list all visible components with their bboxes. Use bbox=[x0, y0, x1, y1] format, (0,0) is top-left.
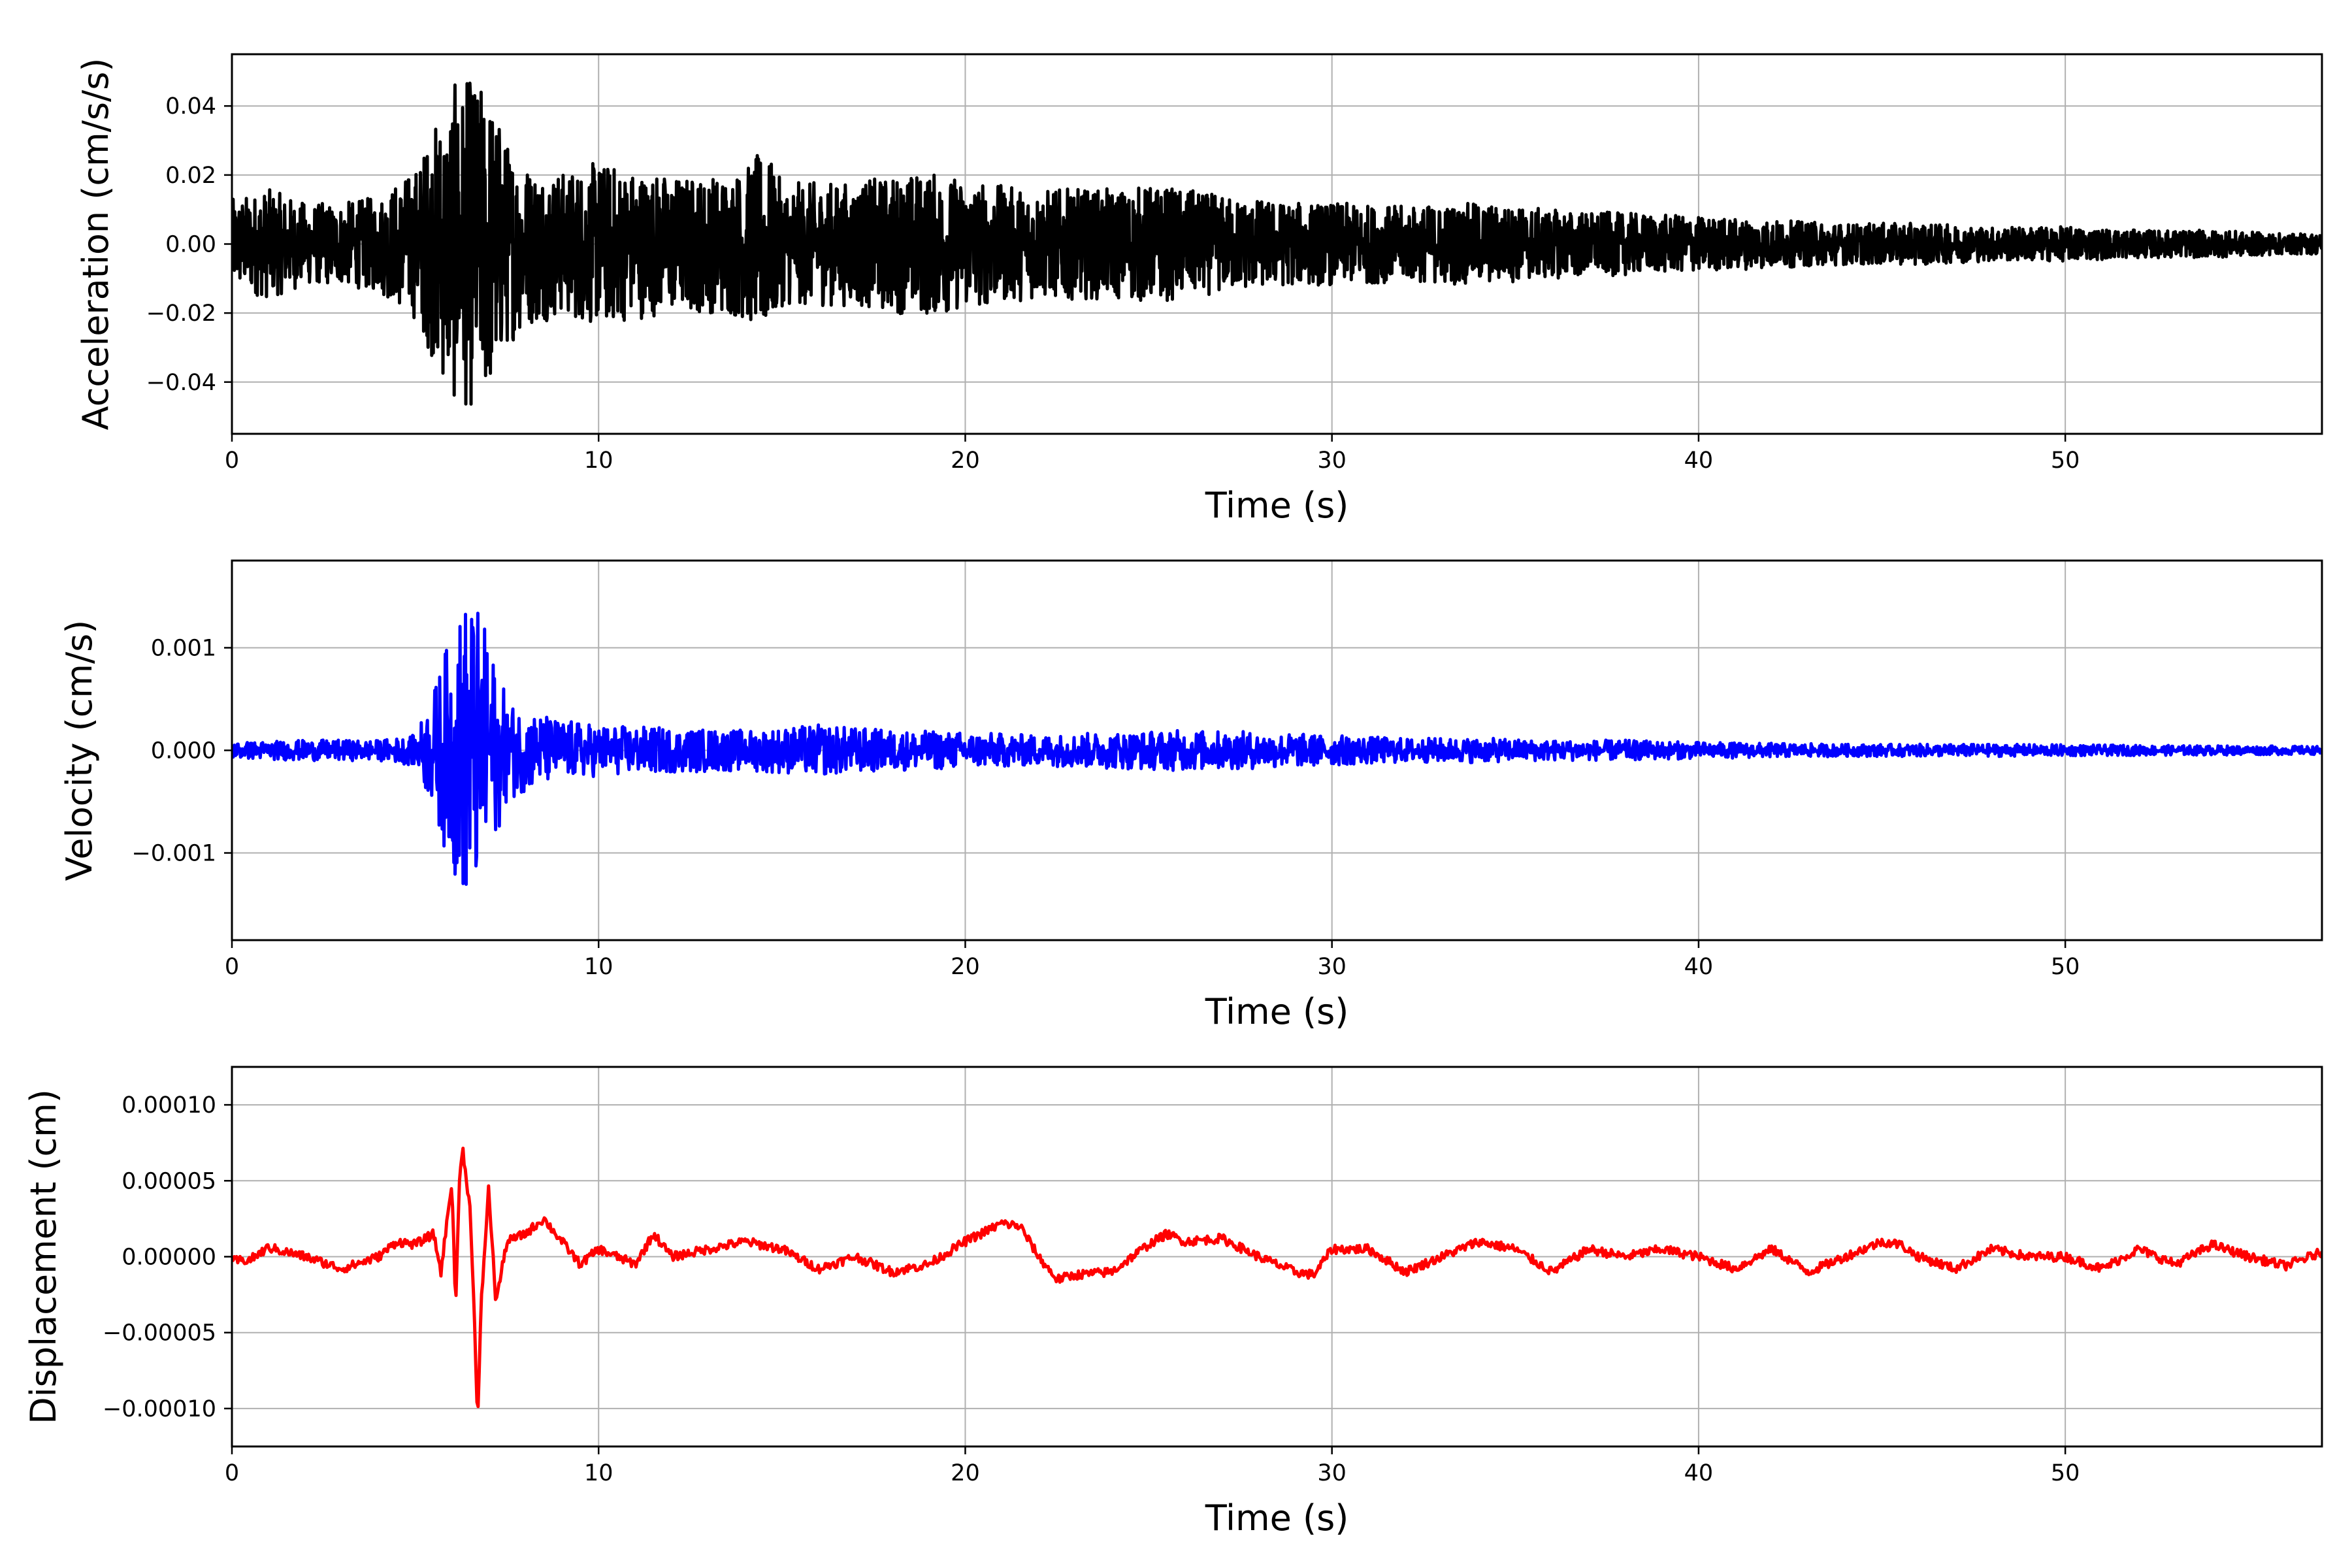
acceleration-x-tick-label: 50 bbox=[2051, 448, 2080, 474]
displacement-y-tick-label: −0.00010 bbox=[103, 1396, 216, 1422]
acceleration-x-tick-label: 30 bbox=[1317, 448, 1347, 474]
velocity-x-tick-label: 30 bbox=[1317, 954, 1347, 980]
acceleration-y-tick-label: 0.00 bbox=[165, 232, 216, 258]
acceleration-x-tick-label: 40 bbox=[1684, 448, 1714, 474]
acceleration-x-axis-label: Time (s) bbox=[1205, 485, 1349, 526]
displacement-y-tick-label: 0.00000 bbox=[122, 1245, 216, 1271]
displacement-y-axis-label: Displacement (cm) bbox=[23, 1089, 64, 1424]
displacement-y-tick-label: 0.00005 bbox=[122, 1168, 216, 1194]
velocity-x-axis-label: Time (s) bbox=[1205, 991, 1349, 1032]
displacement-panel: 0 10 20 30 40 50 −0.00010 −0.00005 0.00000 0.0000… bbox=[23, 1066, 2323, 1539]
acceleration-series-line bbox=[232, 81, 2322, 406]
velocity-y-tick-label: −0.001 bbox=[131, 841, 216, 867]
velocity-x-tick-label: 50 bbox=[2051, 954, 2080, 980]
velocity-x-tick-label: 0 bbox=[225, 954, 239, 980]
velocity-y-tick-label: 0.000 bbox=[151, 738, 216, 764]
displacement-y-tick-label: 0.00010 bbox=[122, 1092, 216, 1119]
velocity-x-tick-label: 20 bbox=[951, 954, 980, 980]
velocity-series-line bbox=[232, 612, 2322, 886]
displacement-x-tick-label: 30 bbox=[1317, 1460, 1347, 1486]
displacement-y-tick-label: −0.00005 bbox=[103, 1320, 216, 1347]
velocity-panel: 0 10 20 30 40 50 −0.001 0.000 0.001 Time (s) Veloc… bbox=[59, 559, 2323, 1032]
displacement-x-tick-label: 20 bbox=[951, 1460, 980, 1486]
displacement-x-axis-label: Time (s) bbox=[1205, 1497, 1349, 1539]
displacement-series-line bbox=[232, 1147, 2322, 1409]
velocity-x-tick-label: 40 bbox=[1684, 954, 1714, 980]
velocity-y-tick-label: 0.001 bbox=[151, 635, 216, 661]
velocity-y-axis-label: Velocity (cm/s) bbox=[59, 620, 100, 881]
acceleration-y-tick-label: −0.04 bbox=[146, 370, 216, 396]
acceleration-y-tick-label: 0.04 bbox=[165, 93, 216, 120]
displacement-x-tick-label: 50 bbox=[2051, 1460, 2080, 1486]
displacement-x-tick-label: 40 bbox=[1684, 1460, 1714, 1486]
displacement-x-tick-label: 0 bbox=[225, 1460, 239, 1486]
acceleration-y-tick-label: 0.02 bbox=[165, 163, 216, 189]
displacement-x-tick-label: 10 bbox=[584, 1460, 613, 1486]
velocity-x-tick-label: 10 bbox=[584, 954, 613, 980]
acceleration-x-tick-label: 10 bbox=[584, 448, 613, 474]
acceleration-x-tick-label: 20 bbox=[951, 448, 980, 474]
acceleration-panel: 0 10 20 30 40 50 −0.04 −0.02 0.00 0.02 0.04 Time (s… bbox=[75, 53, 2323, 526]
acceleration-y-tick-label: −0.02 bbox=[146, 301, 216, 327]
acceleration-y-axis-label: Acceleration (cm/s/s) bbox=[75, 58, 116, 431]
acceleration-x-tick-label: 0 bbox=[225, 448, 239, 474]
